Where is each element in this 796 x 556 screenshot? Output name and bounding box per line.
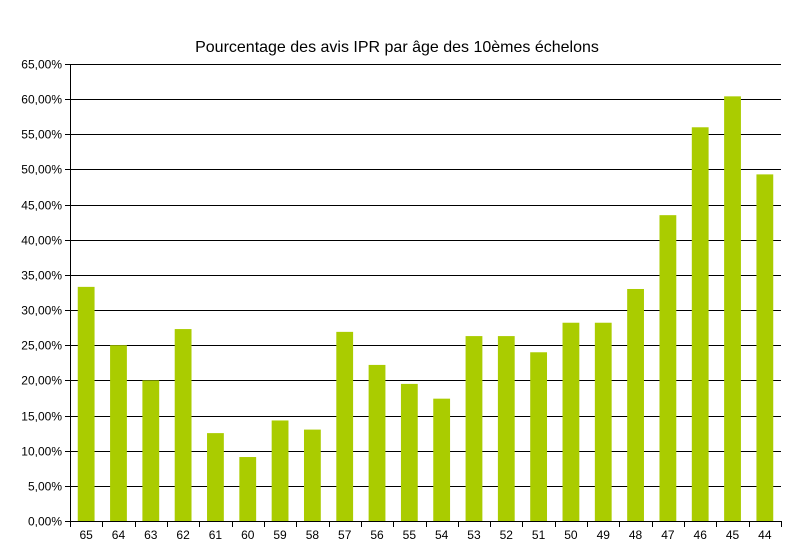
bar-46 xyxy=(691,127,709,522)
bar-64 xyxy=(110,345,127,521)
axes xyxy=(65,64,782,527)
bar-58 xyxy=(303,429,321,521)
x-tick-labels: 65 64 63 62 61 60 59 58 57 56 55 54 53 52 51 50 49 48 47 46… xyxy=(79,528,771,542)
x-tick-label: 59 xyxy=(273,528,287,542)
x-tick-label: 57 xyxy=(338,528,352,542)
bar-63 xyxy=(142,380,160,521)
bar-53 xyxy=(465,336,483,521)
bar-55 xyxy=(400,383,418,521)
x-tick-label: 62 xyxy=(176,528,190,542)
y-tick-label: 0,00% xyxy=(28,515,62,529)
x-tick-label: 60 xyxy=(241,528,255,542)
bar-51 xyxy=(530,352,548,521)
y-tick-label: 45,00% xyxy=(21,199,62,213)
x-tick-label: 50 xyxy=(564,528,578,542)
bar-56 xyxy=(368,364,386,521)
bar-45 xyxy=(724,96,741,521)
bar-52 xyxy=(497,336,515,521)
x-tick-label: 65 xyxy=(79,528,93,542)
x-tick-label: 44 xyxy=(758,528,772,542)
x-tick-label: 46 xyxy=(694,528,708,542)
x-tick-label: 55 xyxy=(403,528,417,542)
y-tick-label: 25,00% xyxy=(21,339,62,353)
x-tick-label: 63 xyxy=(144,528,158,542)
x-tick-label: 48 xyxy=(629,528,643,542)
y-tick-label: 20,00% xyxy=(21,374,62,388)
x-tick-label: 52 xyxy=(500,528,514,542)
y-tick-label: 50,00% xyxy=(21,163,62,177)
bar-65 xyxy=(77,286,95,521)
bar-59 xyxy=(271,420,289,521)
chart-title: Pourcentage des avis IPR par âge des 10è… xyxy=(195,39,599,56)
y-tick-labels: 0,00% 5,00% 10,00% 15,00% 20,00% 25,00% 30,00%… xyxy=(21,58,62,529)
bar-54 xyxy=(433,398,451,521)
bar-61 xyxy=(207,433,224,521)
y-tick-label: 40,00% xyxy=(21,234,62,248)
bar-57 xyxy=(336,331,354,521)
y-tick-label: 60,00% xyxy=(21,93,62,107)
bar-50 xyxy=(562,322,580,521)
y-tick-label: 35,00% xyxy=(21,269,62,283)
x-tick-label: 61 xyxy=(209,528,223,542)
x-tick-label: 58 xyxy=(306,528,320,542)
x-tick-label: 54 xyxy=(435,528,449,542)
x-tick-label: 51 xyxy=(532,528,546,542)
bar-62 xyxy=(174,329,192,521)
x-tick-label: 53 xyxy=(467,528,481,542)
y-tick-label: 30,00% xyxy=(21,304,62,318)
bar-60 xyxy=(239,457,257,521)
y-tick-label: 15,00% xyxy=(21,410,62,424)
y-tick-label: 10,00% xyxy=(21,445,62,459)
bar-48 xyxy=(627,288,644,521)
bar-47 xyxy=(659,215,677,521)
x-tick-label: 56 xyxy=(370,528,384,542)
bar-44 xyxy=(756,174,774,522)
x-tick-label: 64 xyxy=(112,528,126,542)
y-tick-label: 65,00% xyxy=(21,58,62,72)
bars xyxy=(77,96,774,522)
x-tick-label: 45 xyxy=(726,528,740,542)
bar-49 xyxy=(594,322,612,521)
x-tick-label: 49 xyxy=(597,528,611,542)
y-tick-label: 5,00% xyxy=(28,480,62,494)
x-tick-label: 47 xyxy=(661,528,675,542)
y-tick-label: 55,00% xyxy=(21,128,62,142)
